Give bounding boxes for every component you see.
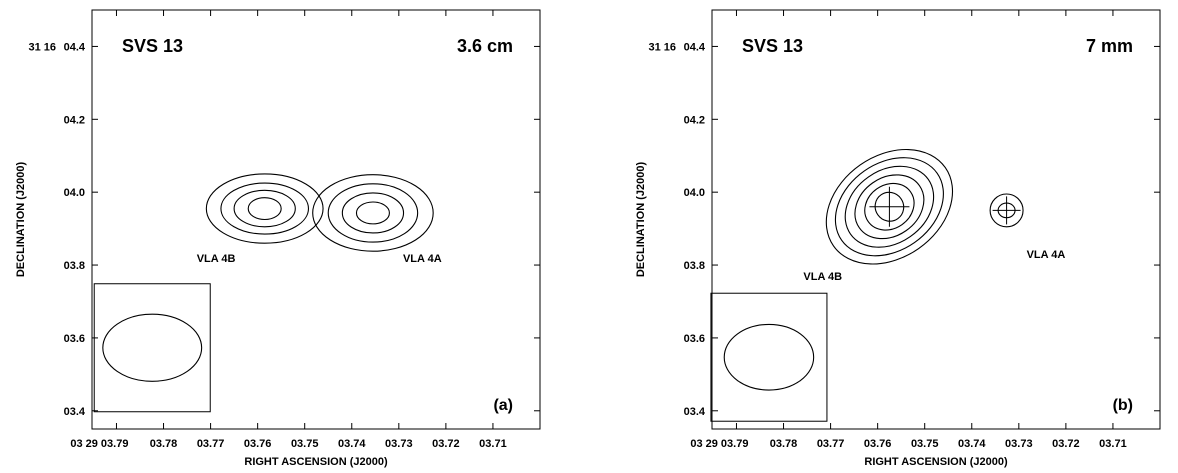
y-tick-label-deg: 31 16 bbox=[28, 41, 56, 53]
y-tick-label: 04.2 bbox=[684, 114, 705, 126]
x-tick-label: 03.77 bbox=[197, 438, 225, 450]
y-tick-label: 04.4 bbox=[684, 41, 706, 53]
y-tick-label: 04.2 bbox=[64, 114, 85, 126]
y-tick-label: 04.0 bbox=[684, 187, 705, 199]
y-tick-label: 03.8 bbox=[684, 260, 705, 272]
plot-frame bbox=[91, 9, 541, 430]
source-vla-4a: VLA 4A bbox=[312, 174, 442, 265]
panel-tag: (b) bbox=[1113, 397, 1133, 414]
wavelength-label: 3.6 cm bbox=[457, 36, 513, 56]
y-axis-label: DECLINATION (J2000) bbox=[15, 162, 27, 278]
contour-level bbox=[205, 173, 324, 244]
x-tick-label: 03.73 bbox=[1005, 438, 1033, 450]
x-axis-label: RIGHT ASCENSION (J2000) bbox=[244, 456, 388, 468]
contour-level bbox=[327, 183, 419, 243]
y-tick-label: 04.0 bbox=[64, 187, 85, 199]
beam-box bbox=[710, 292, 828, 422]
contour-level bbox=[312, 174, 434, 252]
x-tick-label: 03 29 03.79 bbox=[690, 438, 748, 450]
x-tick-label: 03 29 03.79 bbox=[70, 438, 128, 450]
y-tick-label: 03.4 bbox=[684, 406, 706, 418]
contour-level bbox=[233, 189, 296, 228]
contour-level bbox=[834, 157, 944, 257]
panel-b: 03 29 03.79 03.78 03.77 03.76 03.75 03.74 03.7… bbox=[635, 9, 1161, 468]
y-axis-label: DECLINATION (J2000) bbox=[635, 162, 647, 278]
contour-level bbox=[874, 191, 905, 222]
source-label: VLA 4A bbox=[1027, 249, 1066, 261]
panel-tag: (a) bbox=[493, 397, 513, 414]
y-tick-label: 03.6 bbox=[684, 333, 705, 345]
contour-level bbox=[854, 174, 925, 240]
wavelength-label: 7 mm bbox=[1086, 36, 1133, 56]
x-tick-label: 03.76 bbox=[244, 438, 272, 450]
x-tick-label: 03.75 bbox=[291, 438, 319, 450]
y-tick-label: 03.6 bbox=[64, 333, 85, 345]
contour-level bbox=[355, 201, 390, 225]
contour-level bbox=[247, 197, 282, 221]
contour-level bbox=[220, 182, 310, 235]
source-vla-4b: VLA 4B bbox=[197, 173, 324, 265]
beam-ellipse bbox=[723, 323, 815, 391]
plot-frame bbox=[711, 9, 1161, 430]
x-tick-label: 03.78 bbox=[150, 438, 178, 450]
x-tick-label: 03.72 bbox=[1052, 438, 1080, 450]
x-axis-label: RIGHT ASCENSION (J2000) bbox=[864, 456, 1008, 468]
source-label: VLA 4B bbox=[803, 271, 842, 283]
beam bbox=[93, 283, 211, 413]
y-tick-label: 04.4 bbox=[64, 41, 86, 53]
y-tick-label-deg: 31 16 bbox=[648, 41, 676, 53]
contour-level bbox=[825, 148, 954, 265]
panel-a: 03 29 03.79 03.78 03.77 03.76 03.75 03.74 03.7… bbox=[15, 9, 541, 468]
contour-level bbox=[341, 192, 405, 234]
x-tick-label: 03.72 bbox=[432, 438, 460, 450]
source-label: VLA 4B bbox=[197, 253, 236, 265]
x-tick-label: 03.77 bbox=[817, 438, 845, 450]
beam-ellipse bbox=[102, 313, 203, 382]
x-tick-label: 03.75 bbox=[911, 438, 939, 450]
x-tick-label: 03.71 bbox=[479, 438, 507, 450]
object-name: SVS 13 bbox=[122, 36, 183, 56]
x-tick-label: 03.76 bbox=[864, 438, 892, 450]
source-vla-4a: VLA 4A bbox=[989, 193, 1066, 261]
object-name: SVS 13 bbox=[742, 36, 803, 56]
beam-box bbox=[93, 283, 211, 413]
y-tick-label: 03.4 bbox=[64, 406, 86, 418]
x-tick-label: 03.74 bbox=[338, 438, 366, 450]
source-vla-4b: VLA 4B bbox=[803, 148, 954, 283]
source-label: VLA 4A bbox=[403, 253, 442, 265]
beam bbox=[710, 292, 828, 422]
contour-level bbox=[864, 182, 915, 231]
x-tick-label: 03.71 bbox=[1099, 438, 1127, 450]
contour-level bbox=[989, 193, 1024, 228]
x-tick-label: 03.73 bbox=[385, 438, 413, 450]
contour-level bbox=[844, 165, 935, 248]
x-tick-label: 03.78 bbox=[770, 438, 798, 450]
y-tick-label: 03.8 bbox=[64, 260, 85, 272]
x-tick-label: 03.74 bbox=[958, 438, 986, 450]
